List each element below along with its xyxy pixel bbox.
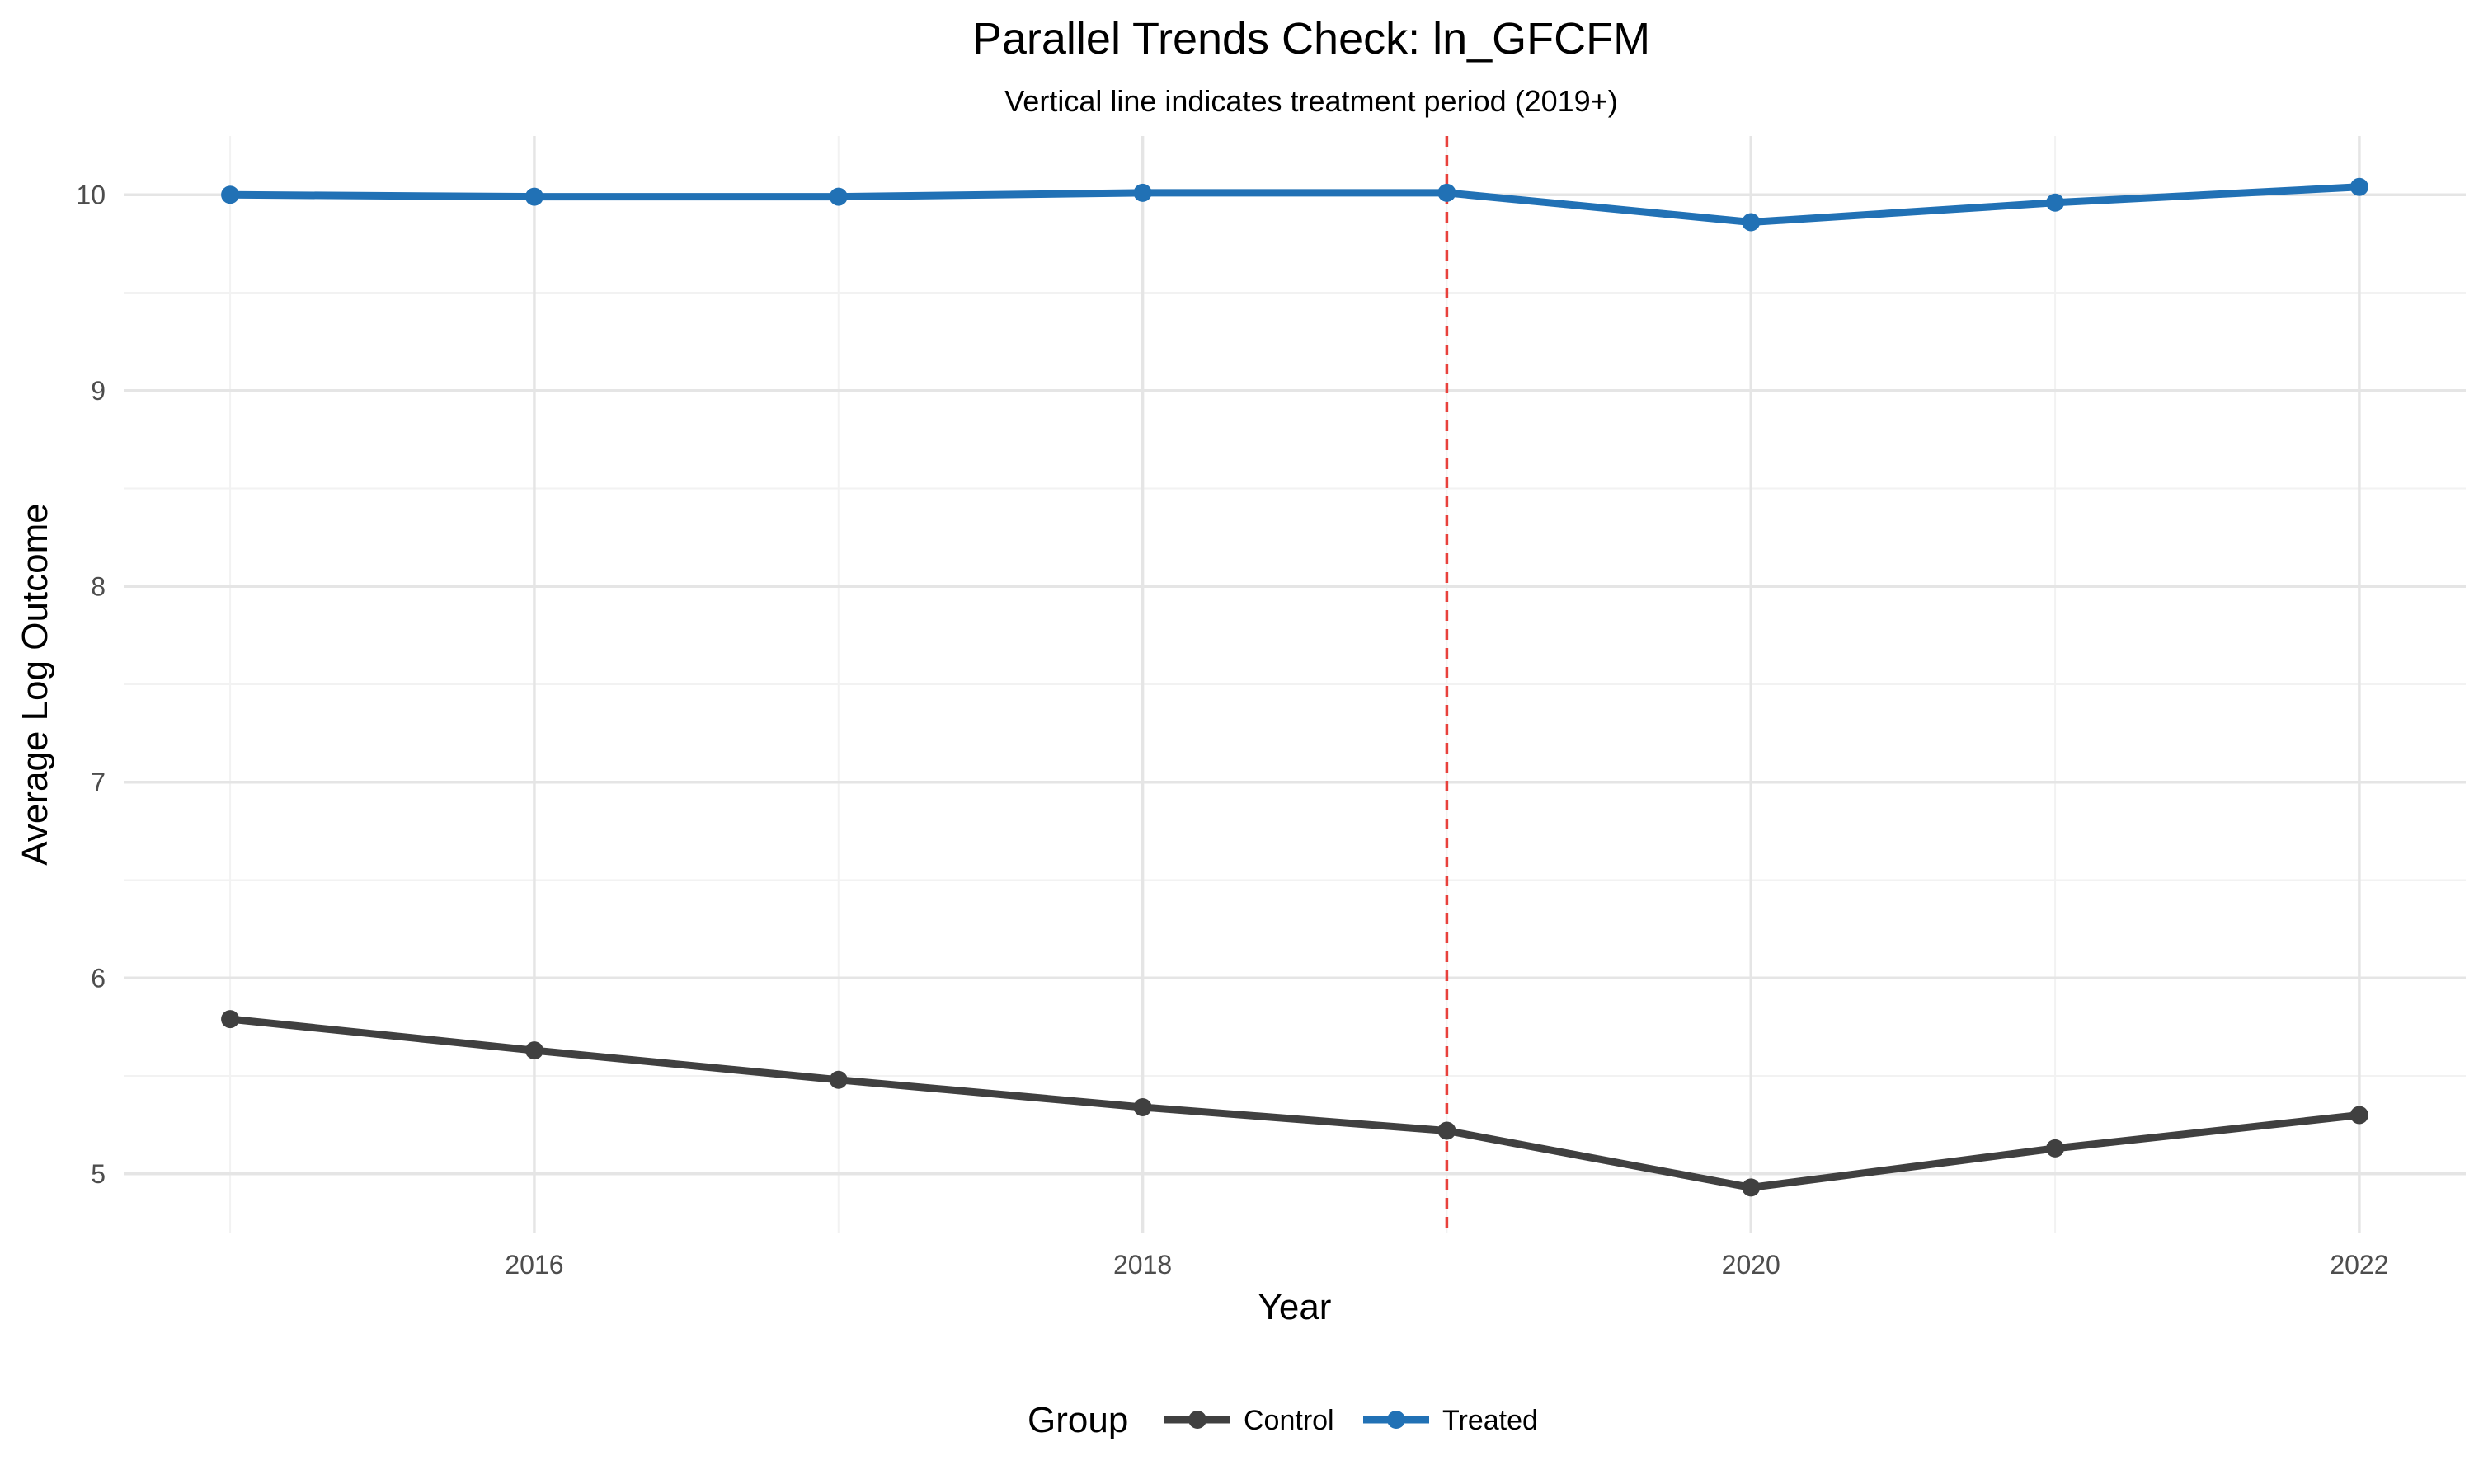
y-tick-label: 5 — [91, 1159, 106, 1189]
y-tick-label: 10 — [76, 180, 106, 209]
series-line-control — [229, 1015, 2360, 1191]
series-treated — [221, 177, 2368, 232]
x-tick-label: 2018 — [1113, 1250, 1172, 1280]
y-tick-label: 7 — [91, 768, 106, 797]
legend-label-treated: Treated — [1442, 1405, 1538, 1436]
data-point-treated — [221, 186, 240, 204]
legend-label-control: Control — [1244, 1405, 1334, 1436]
chart-subtitle: Vertical line indicates treatment period… — [1004, 84, 1617, 118]
x-tick-label: 2020 — [1722, 1250, 1780, 1280]
y-tick-label: 6 — [91, 963, 106, 993]
legend-item-treated: Treated — [1363, 1405, 1538, 1436]
legend-item-control: Control — [1164, 1405, 1334, 1436]
data-point-treated — [2046, 193, 2065, 212]
x-tick-label: 2016 — [505, 1250, 563, 1280]
x-tick-label: 2022 — [2330, 1250, 2388, 1280]
data-point-treated — [2349, 177, 2368, 196]
chart-title: Parallel Trends Check: ln_GFCFM — [972, 14, 1650, 63]
data-point-control — [1437, 1121, 1456, 1140]
minor-grid — [124, 136, 2466, 1233]
data-point-treated — [1742, 213, 1761, 232]
series-control — [221, 1010, 2368, 1197]
data-point-control — [1133, 1098, 1152, 1116]
data-point-control — [2349, 1106, 2368, 1125]
x-axis-tick-labels: 2016 2018 2020 2022 — [505, 1250, 2388, 1280]
y-tick-label: 9 — [91, 376, 106, 406]
legend-items: Control Treated — [1164, 1405, 1538, 1436]
data-point-control — [829, 1070, 848, 1089]
legend-title: Group — [1028, 1400, 1128, 1440]
legend-key-point-treated — [1387, 1411, 1405, 1429]
series-line-treated — [230, 183, 2360, 226]
y-tick-label: 8 — [91, 571, 106, 601]
data-point-treated — [1133, 183, 1152, 202]
y-axis-tick-labels: 5 6 7 8 9 10 — [76, 180, 106, 1189]
x-axis-title: Year — [1258, 1287, 1332, 1327]
data-point-treated — [829, 187, 848, 206]
data-point-control — [2046, 1139, 2065, 1158]
data-point-control — [524, 1041, 543, 1060]
data-point-control — [221, 1010, 240, 1029]
legend-key-point-control — [1188, 1411, 1206, 1429]
legend: Group Control Treated — [1028, 1400, 1538, 1440]
data-point-control — [1742, 1178, 1761, 1197]
data-point-treated — [1437, 183, 1456, 202]
series-layer — [221, 177, 2368, 1197]
data-point-treated — [524, 187, 543, 206]
y-axis-title: Average Log Outcome — [15, 503, 55, 865]
